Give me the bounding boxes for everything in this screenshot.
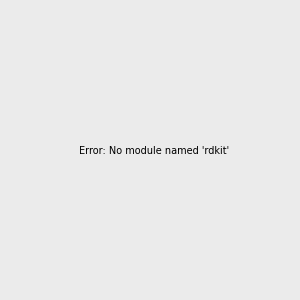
Text: Error: No module named 'rdkit': Error: No module named 'rdkit' (79, 146, 229, 157)
